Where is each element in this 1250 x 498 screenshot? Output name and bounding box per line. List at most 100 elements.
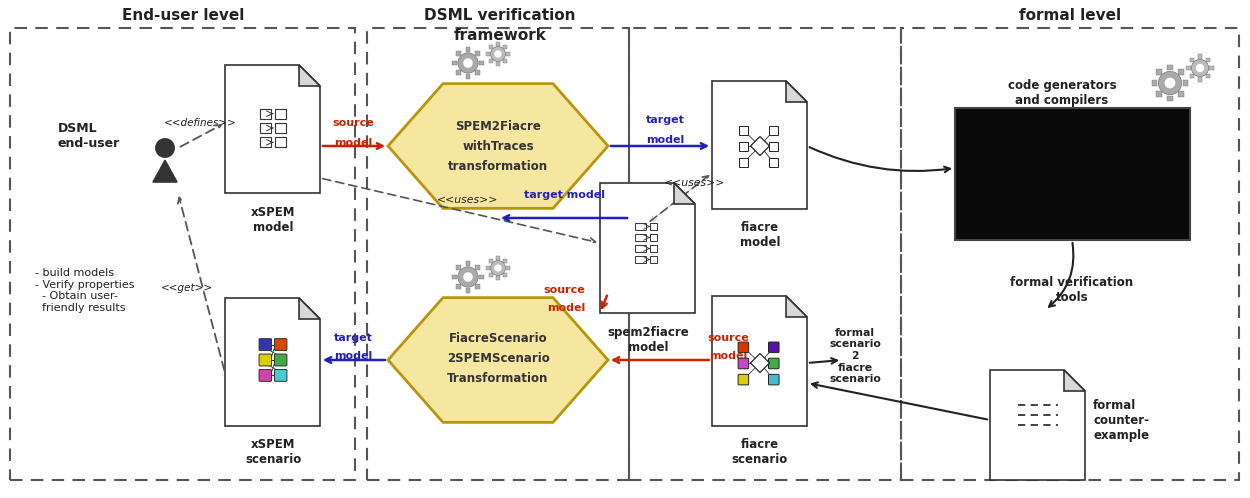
FancyBboxPatch shape xyxy=(739,142,748,151)
Circle shape xyxy=(464,273,472,281)
Text: target: target xyxy=(645,115,685,125)
FancyBboxPatch shape xyxy=(650,234,658,241)
FancyBboxPatch shape xyxy=(635,256,646,263)
FancyBboxPatch shape xyxy=(1190,74,1194,78)
Polygon shape xyxy=(299,298,320,319)
Text: framework: framework xyxy=(454,27,546,42)
Text: - build models
- Verify properties
  - Obtain user-
  friendly results: - build models - Verify properties - Obt… xyxy=(35,268,135,313)
Polygon shape xyxy=(786,296,808,317)
FancyBboxPatch shape xyxy=(1179,69,1184,75)
FancyBboxPatch shape xyxy=(1206,74,1210,78)
Text: source: source xyxy=(707,333,749,343)
Polygon shape xyxy=(712,296,808,426)
FancyBboxPatch shape xyxy=(770,158,778,167)
FancyBboxPatch shape xyxy=(275,123,286,133)
Polygon shape xyxy=(750,136,770,155)
Text: model: model xyxy=(334,138,372,148)
Circle shape xyxy=(1196,65,1204,71)
Text: SPEM2Fiacre: SPEM2Fiacre xyxy=(455,120,541,132)
Circle shape xyxy=(490,260,505,275)
FancyBboxPatch shape xyxy=(452,61,456,65)
FancyBboxPatch shape xyxy=(489,259,492,262)
FancyBboxPatch shape xyxy=(1156,91,1161,97)
FancyBboxPatch shape xyxy=(456,265,461,270)
Text: DSML verification: DSML verification xyxy=(424,7,576,22)
Circle shape xyxy=(1159,71,1181,95)
FancyBboxPatch shape xyxy=(456,284,461,289)
Polygon shape xyxy=(674,183,695,204)
FancyBboxPatch shape xyxy=(489,273,492,277)
FancyBboxPatch shape xyxy=(260,109,270,119)
Text: FiacreScenario: FiacreScenario xyxy=(449,332,548,345)
Text: transformation: transformation xyxy=(448,159,548,172)
FancyBboxPatch shape xyxy=(1168,96,1172,101)
Circle shape xyxy=(458,267,478,287)
FancyBboxPatch shape xyxy=(504,45,506,49)
FancyBboxPatch shape xyxy=(650,223,658,230)
Text: formal verification
tools: formal verification tools xyxy=(1010,276,1134,304)
FancyBboxPatch shape xyxy=(475,70,480,75)
FancyBboxPatch shape xyxy=(486,52,490,56)
Polygon shape xyxy=(225,65,320,193)
FancyBboxPatch shape xyxy=(496,62,500,66)
FancyBboxPatch shape xyxy=(496,42,500,46)
FancyBboxPatch shape xyxy=(489,59,492,63)
Polygon shape xyxy=(388,84,608,208)
FancyBboxPatch shape xyxy=(1179,91,1184,97)
FancyBboxPatch shape xyxy=(504,273,506,277)
FancyBboxPatch shape xyxy=(466,261,470,266)
Text: <<defines>>: <<defines>> xyxy=(164,118,236,128)
FancyBboxPatch shape xyxy=(275,109,286,119)
Text: formal
counter-
example: formal counter- example xyxy=(1092,398,1149,442)
Text: target model: target model xyxy=(524,190,605,200)
Text: source: source xyxy=(332,118,374,128)
Text: <<get>>: <<get>> xyxy=(161,283,212,293)
FancyBboxPatch shape xyxy=(456,51,461,56)
Bar xyxy=(629,28,901,480)
Bar xyxy=(10,28,355,480)
Circle shape xyxy=(1165,78,1175,88)
FancyBboxPatch shape xyxy=(738,358,749,369)
FancyBboxPatch shape xyxy=(769,374,779,385)
Bar xyxy=(901,28,1239,480)
FancyBboxPatch shape xyxy=(1198,54,1202,58)
Polygon shape xyxy=(388,298,608,422)
Text: formal
scenario
2
fiacre
scenario: formal scenario 2 fiacre scenario xyxy=(829,328,881,384)
FancyBboxPatch shape xyxy=(635,245,646,252)
Text: xSPEM
scenario: xSPEM scenario xyxy=(245,438,301,466)
FancyBboxPatch shape xyxy=(259,370,271,381)
FancyBboxPatch shape xyxy=(506,266,510,270)
Polygon shape xyxy=(1064,370,1085,391)
FancyBboxPatch shape xyxy=(635,234,646,241)
FancyBboxPatch shape xyxy=(738,374,749,385)
FancyBboxPatch shape xyxy=(260,137,270,147)
FancyBboxPatch shape xyxy=(475,284,480,289)
FancyBboxPatch shape xyxy=(275,370,288,381)
Circle shape xyxy=(495,51,501,57)
FancyBboxPatch shape xyxy=(1190,58,1194,62)
FancyBboxPatch shape xyxy=(479,61,484,65)
Text: fiacre
scenario: fiacre scenario xyxy=(732,438,789,466)
FancyBboxPatch shape xyxy=(739,158,748,167)
Circle shape xyxy=(495,265,501,271)
FancyBboxPatch shape xyxy=(275,339,288,351)
Text: withTraces: withTraces xyxy=(462,139,534,152)
Text: code generators
and compilers: code generators and compilers xyxy=(1008,79,1116,107)
Circle shape xyxy=(464,59,472,67)
FancyBboxPatch shape xyxy=(1198,78,1202,82)
FancyBboxPatch shape xyxy=(650,245,658,252)
Text: <<uses>>: <<uses>> xyxy=(664,178,726,188)
Text: model: model xyxy=(646,135,684,145)
FancyBboxPatch shape xyxy=(475,51,480,56)
FancyBboxPatch shape xyxy=(506,52,510,56)
FancyBboxPatch shape xyxy=(1182,80,1189,86)
Text: 2SPEMScenario: 2SPEMScenario xyxy=(446,352,550,365)
FancyBboxPatch shape xyxy=(456,70,461,75)
Text: xSPEM
model: xSPEM model xyxy=(251,206,295,234)
FancyBboxPatch shape xyxy=(260,123,270,133)
Text: source: source xyxy=(544,285,585,295)
FancyBboxPatch shape xyxy=(475,265,480,270)
Text: fiacre
model: fiacre model xyxy=(740,221,780,249)
FancyBboxPatch shape xyxy=(496,256,500,260)
Polygon shape xyxy=(299,65,320,86)
